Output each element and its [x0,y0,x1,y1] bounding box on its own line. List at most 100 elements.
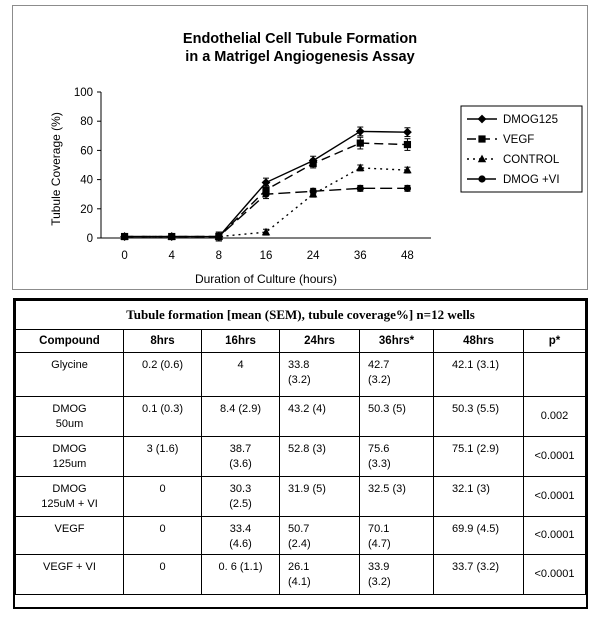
cell-line: 4 [237,359,244,371]
legend-label: DMOG125 [503,114,558,126]
data-point [168,232,176,241]
header-16hrs: 16hrs [201,329,280,353]
value-8hrs: 0 [123,554,202,595]
table-row: DMOG 125um 3 (1.6) 38.7 (3.6) 52.8 (3) 75.6 (3.… [15,436,586,477]
x-tick-label: 8 [216,250,222,262]
x-tick-label: 0 [121,250,127,262]
value-16hrs: 38.7 (3.6) [201,436,280,477]
header-compound: Compound [15,329,124,353]
value-36hrs: 32.5 (3) [359,476,434,517]
chart-title-line-2: in a Matrigel Angiogenesis Assay [185,49,414,65]
value-8hrs: 3 (1.6) [123,436,202,477]
value-24hrs: 50.7 (2.4) [279,516,360,555]
value-48hrs: 69.9 (4.5) [433,516,524,555]
value-24hrs: 52.8 (3) [279,436,360,477]
value-48hrs: 42.1 (3.1) [433,352,524,397]
cell-line: 69.9 (4.5) [452,523,500,535]
cell-line: (2.5) [229,498,252,510]
table-row: DMOG 125uM + VI 0 30.3 (2.5) 31.9 (5) 32.5 (3)… [15,476,586,517]
cell-line: 26.1 [288,561,310,573]
cell-line: (3.2) [288,374,311,386]
cell-line: 0.2 (0.6) [142,359,183,371]
data-point [403,165,412,174]
legend-marker [477,154,487,163]
value-p: <0.0001 [523,554,586,595]
cell-line: 43.2 (4) [288,403,326,415]
value-24hrs: 43.2 (4) [279,396,360,437]
value-8hrs: 0.2 (0.6) [123,352,202,397]
x-axis-title: Duration of Culture (hours) [195,272,337,286]
value-36hrs: 42.7 (3.2) [359,352,434,397]
cell-line: 33.9 [368,561,390,573]
x-tick-label: 36 [354,250,367,262]
value-16hrs: 4 [201,352,280,397]
value-p: <0.0001 [523,516,586,555]
header-48hrs: 48hrs [433,329,524,353]
chart-panel: Endothelial Cell Tubule Formation in a M… [12,5,588,290]
y-tick-label: 60 [80,145,93,157]
data-point [403,127,412,137]
cell-line: DMOG [52,483,87,495]
y-tick-label: 20 [80,204,93,216]
value-24hrs: 26.1 (4.1) [279,554,360,595]
data-point [261,227,271,236]
legend-marker [478,175,486,183]
line-chart: Endothelial Cell Tubule Formation in a M… [49,31,583,286]
y-tick-label: 100 [74,87,93,99]
cell-line: 42.7 [368,359,390,371]
cell-line: 0 [159,483,166,495]
y-tick-label: 80 [80,116,93,128]
value-16hrs: 30.3 (2.5) [201,476,280,517]
cell-line: (3.3) [368,458,391,470]
value-36hrs: 33.9 (3.2) [359,554,434,595]
cell-line: 33.7 (3.2) [452,561,500,573]
data-point [356,163,365,172]
cell-line: 75.6 [368,443,390,455]
header-p: p* [523,329,586,353]
chart-title-line-1: Endothelial Cell Tubule Formation [183,31,417,47]
value-16hrs: 8.4 (2.9) [201,396,280,437]
results-table-panel: Tubule formation [mean (SEM), tubule cov… [13,298,588,609]
cell-line: 38.7 [229,443,252,455]
cell-line: 31.9 (5) [288,483,326,495]
cell-line: 125um [52,458,87,470]
results-table: Tubule formation [mean (SEM), tubule cov… [15,300,586,595]
cell-line: 0 [159,561,166,573]
value-8hrs: 0 [123,476,202,517]
cell-line: 33.8 [288,359,310,371]
cell-line: (4.1) [288,576,311,588]
value-p: <0.0001 [523,476,586,517]
table-body: Glycine 0.2 (0.6) 4 33.8 (3.2) 42.7 (3.2) 42.1 … [15,352,586,595]
value-36hrs: 75.6 (3.3) [359,436,434,477]
cell-line: (2.4) [288,538,311,550]
data-point [355,127,365,136]
value-24hrs: 33.8 (3.2) [279,352,360,397]
data-point [356,139,364,147]
cell-line: Glycine [51,359,88,371]
cell-line: VEGF [54,523,85,535]
data-point [120,232,129,241]
cell-line: (3.2) [368,576,391,588]
cell-line: (3.6) [229,458,252,470]
data-point [403,184,412,192]
table-row: DMOG 50um 0.1 (0.3) 8.4 (2.9) 43.2 (4) 50.3 (… [15,396,586,437]
cell-line: 50.3 (5) [368,403,406,415]
cell-line: 75.1 (2.9) [452,443,500,455]
compound-cell: Glycine [15,352,124,397]
value-36hrs: 50.3 (5) [359,396,434,437]
cell-line: 50um [55,418,84,430]
data-point [356,184,364,192]
cell-line: 0.1 (0.3) [142,403,183,415]
cell-line: DMOG [52,443,87,455]
cell-line: (4.7) [368,538,391,550]
cell-line: 33.4 [229,523,252,535]
data-point [403,140,412,149]
x-tick-label: 24 [307,250,320,262]
cell-line: DMOG [52,403,87,415]
legend-label: VEGF [503,134,534,146]
value-p: 0.002 [523,396,586,437]
y-axis-title: Tubule Coverage (%) [49,112,63,226]
data-point [309,159,317,168]
x-tick-label: 48 [401,250,414,262]
